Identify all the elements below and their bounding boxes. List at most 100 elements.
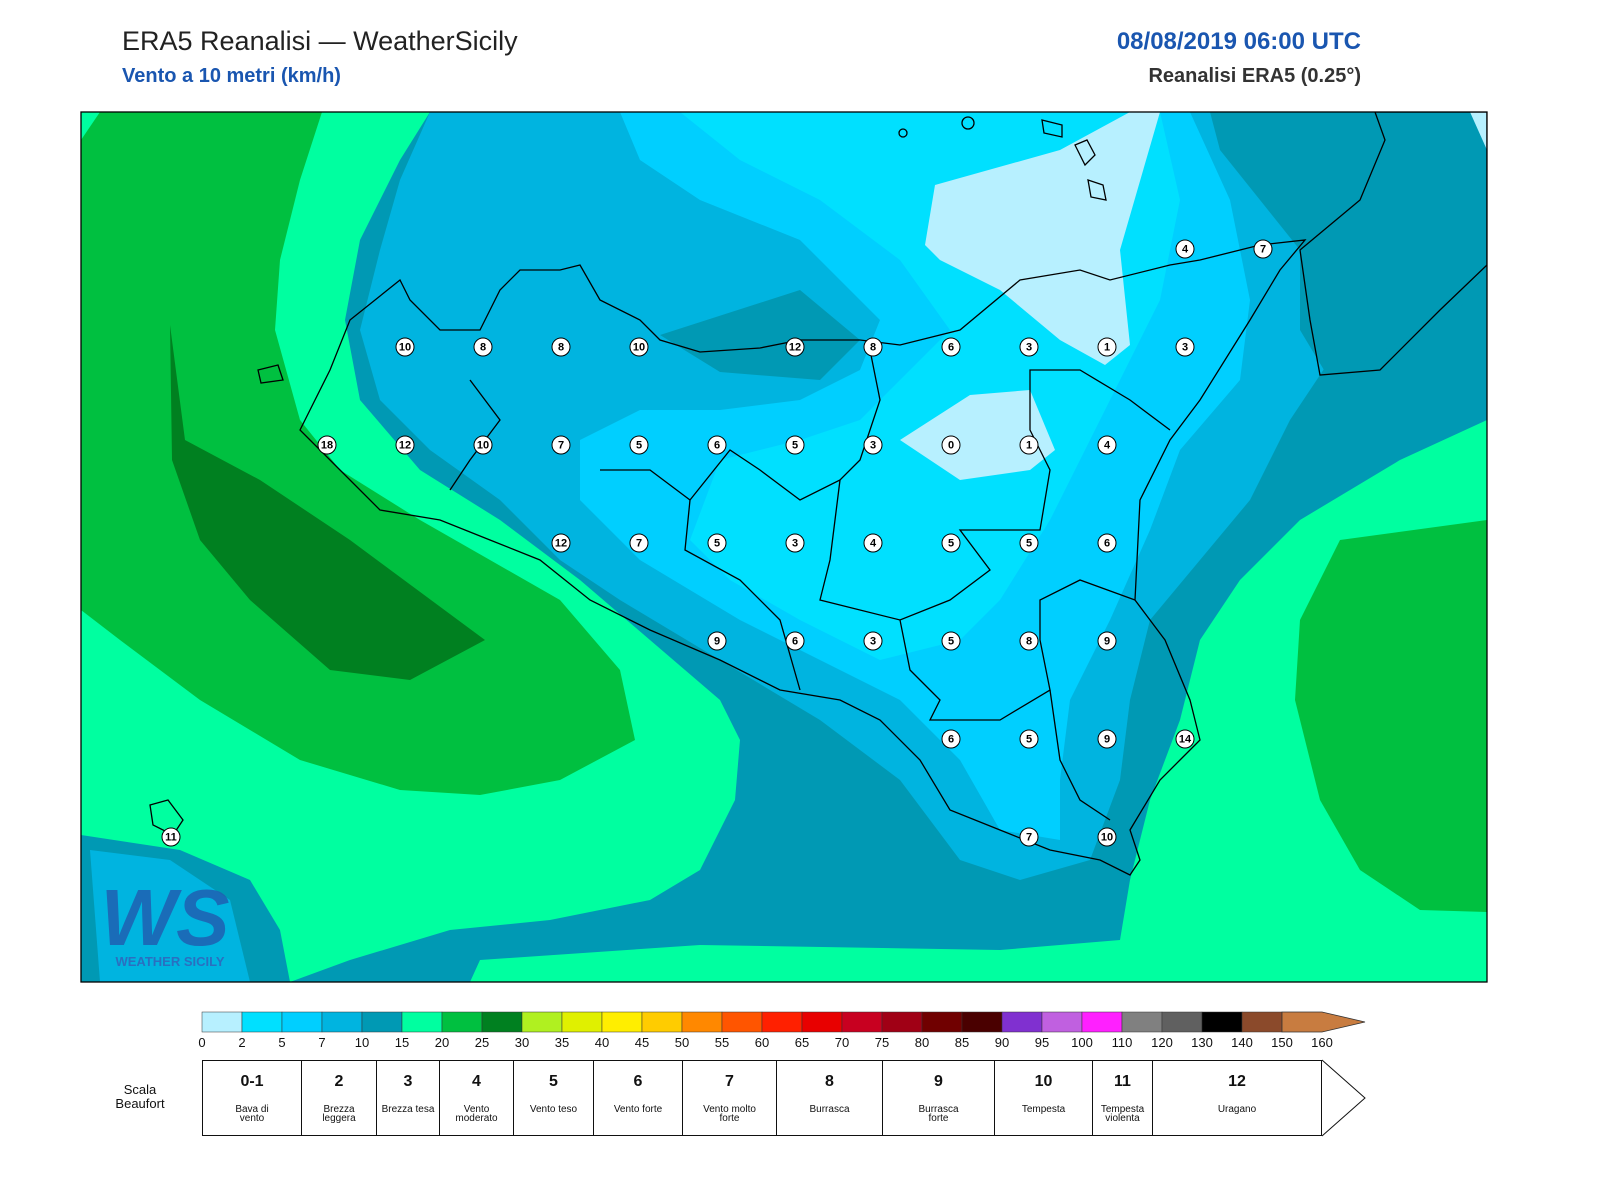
station-value: 3 — [870, 440, 876, 452]
beaufort-cell: 2 Brezza leggera — [302, 1060, 377, 1136]
colorbar-tick-label: 55 — [715, 1035, 729, 1050]
station-value: 10 — [477, 440, 489, 452]
colorbar-segment — [681, 1011, 723, 1033]
station-marker — [1019, 631, 1039, 651]
station-value: 5 — [1026, 538, 1032, 550]
colorbar-tick-label: 65 — [795, 1035, 809, 1050]
colorbar-tick-label: 95 — [1035, 1035, 1049, 1050]
beaufort-cell: 6 Vento forte — [594, 1060, 683, 1136]
beaufort-desc: Bava di vento — [235, 1104, 269, 1124]
station-value: 8 — [1026, 636, 1032, 648]
station-marker — [551, 435, 571, 455]
station-value: 0 — [948, 440, 954, 452]
station-value: 12 — [555, 538, 567, 550]
colorbar-segment — [1161, 1011, 1203, 1033]
station-marker — [395, 435, 415, 455]
station-value: 1 — [1104, 342, 1110, 354]
beaufort-desc: Vento moderato — [455, 1104, 498, 1124]
station-marker — [551, 337, 571, 357]
beaufort-force: 4 — [472, 1073, 481, 1090]
colorbar-segment — [1041, 1011, 1083, 1033]
station-marker — [1019, 729, 1039, 749]
station-value: 11 — [165, 832, 177, 844]
beaufort-cell: 0-1 Bava di vento — [202, 1060, 302, 1136]
station-value: 7 — [558, 440, 564, 452]
beaufort-desc: Vento molto forte — [703, 1104, 756, 1124]
station-marker — [629, 435, 649, 455]
colorbar-segment — [321, 1011, 363, 1033]
colorbar-tick-label: 40 — [595, 1035, 609, 1050]
station-value: 4 — [1104, 440, 1111, 452]
colorbar-tick-label: 20 — [435, 1035, 449, 1050]
station-marker — [1097, 827, 1117, 847]
station-value: 8 — [558, 342, 564, 354]
colorbar-tick-label: 30 — [515, 1035, 529, 1050]
colorbar-segment — [281, 1011, 323, 1033]
station-value: 9 — [1104, 636, 1110, 648]
beaufort-frame — [1321, 1059, 1366, 1137]
station-value: 4 — [870, 538, 877, 550]
colorbar-tick-label: 70 — [835, 1035, 849, 1050]
station-marker — [941, 533, 961, 553]
beaufort-force: 6 — [633, 1073, 643, 1090]
beaufort-cell: 5 Vento teso — [514, 1060, 594, 1136]
station-value: 3 — [1182, 342, 1188, 354]
stations: 4 710 8 8 10 12 8 6 3 1 318 12 10 7 5 6 5 3 0 1 412 7 5 3 4 5 5 69 6… — [161, 239, 1273, 847]
station-value: 10 — [399, 342, 411, 354]
station-marker — [1019, 533, 1039, 553]
station-marker — [473, 435, 493, 455]
colorbar-tick-label: 90 — [995, 1035, 1009, 1050]
beaufort-force: 11 — [1114, 1073, 1131, 1090]
colorbar-segment — [561, 1011, 603, 1033]
station-marker — [1097, 533, 1117, 553]
station-value: 14 — [1179, 734, 1192, 746]
station-value: 6 — [948, 734, 954, 746]
station-marker — [1019, 827, 1039, 847]
station-marker — [707, 435, 727, 455]
logo-mark: WS — [101, 873, 230, 962]
beaufort-force: 8 — [825, 1073, 834, 1090]
colorbar-arrow — [1281, 1011, 1366, 1033]
station-value: 4 — [1182, 244, 1189, 256]
station-marker — [1097, 729, 1117, 749]
beaufort-cell: 7 Vento molto forte — [683, 1060, 777, 1136]
map-frame — [80, 111, 1488, 983]
beaufort-desc: Brezza leggera — [322, 1104, 356, 1124]
colorbar-tick-label: 15 — [395, 1035, 409, 1050]
station-marker — [785, 435, 805, 455]
station-marker — [1175, 239, 1195, 259]
station-marker — [317, 435, 337, 455]
beaufort-force: 9 — [934, 1073, 943, 1090]
station-value: 5 — [714, 538, 720, 550]
station-marker — [707, 631, 727, 651]
colorbar-segment — [881, 1011, 923, 1033]
beaufort-force: 12 — [1228, 1073, 1246, 1090]
station-marker — [941, 337, 961, 357]
colorbar-tick-label: 45 — [635, 1035, 649, 1050]
colorbar-tick-label: 100 — [1071, 1035, 1093, 1050]
colorbar-tick-label: 5 — [278, 1035, 285, 1050]
colorbar-tick-label: 0 — [198, 1035, 205, 1050]
station-value: 5 — [1026, 734, 1032, 746]
station-value: 9 — [714, 636, 720, 648]
colorbar-tick-label: 85 — [955, 1035, 969, 1050]
beaufort-cell: 4 Vento moderato — [440, 1060, 514, 1136]
colorbar-tick-label: 75 — [875, 1035, 889, 1050]
station-marker — [1097, 435, 1117, 455]
station-marker — [1019, 337, 1039, 357]
station-marker — [941, 729, 961, 749]
colorbar-segment — [241, 1011, 283, 1033]
station-value: 5 — [948, 636, 954, 648]
colorbar-segment — [1121, 1011, 1163, 1033]
station-value: 5 — [636, 440, 642, 452]
colorbar-segment — [641, 1011, 683, 1033]
station-value: 10 — [1101, 832, 1113, 844]
station-marker — [1175, 729, 1195, 749]
beaufort-force: 10 — [1034, 1073, 1053, 1090]
beaufort-desc: Uragano — [1217, 1104, 1257, 1115]
beaufort-force: 0-1 — [240, 1073, 264, 1090]
station-marker — [1097, 631, 1117, 651]
colorbar-tick-label: 110 — [1112, 1035, 1133, 1050]
station-value: 5 — [792, 440, 798, 452]
beaufort-cell: 11 Tempesta violenta — [1093, 1060, 1153, 1136]
